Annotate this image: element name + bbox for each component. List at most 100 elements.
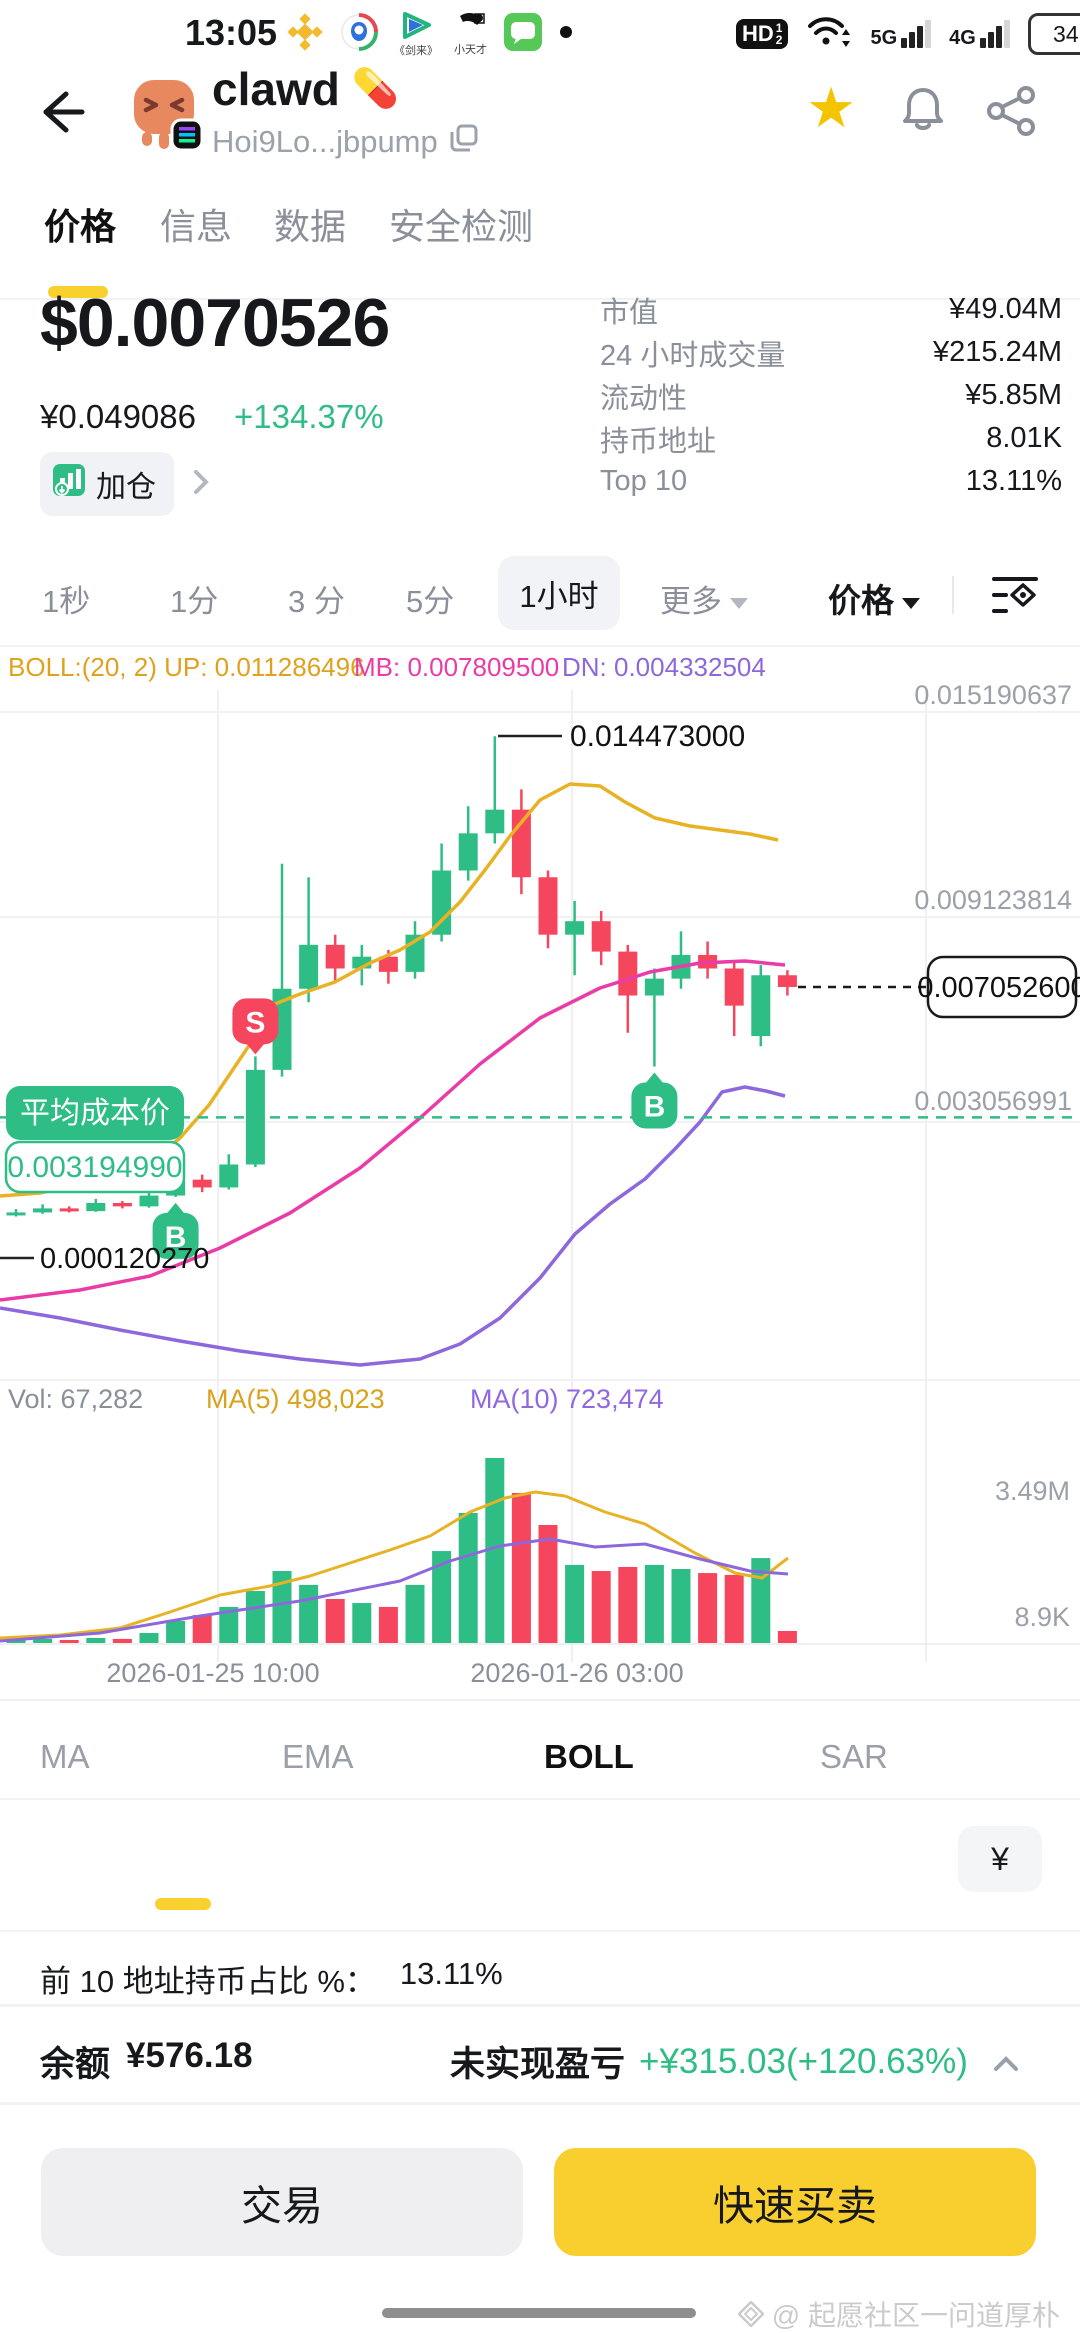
candle-body <box>192 1179 212 1188</box>
volume-bar <box>139 1633 159 1643</box>
volume-bar <box>112 1638 132 1643</box>
candle-body <box>644 978 664 996</box>
signal-5g-icon: 5G <box>870 20 932 49</box>
candle-body <box>352 956 372 969</box>
volume-bar <box>86 1638 106 1643</box>
tab-security[interactable]: 安全检测 <box>389 206 534 247</box>
timeframe-1m[interactable]: 1分 <box>170 584 219 619</box>
kline-chart[interactable]: S B B 平均成本价 0.003194990 0.014473000 0.0001… <box>0 660 1080 1705</box>
candle-body <box>219 1164 239 1188</box>
buy-marker-tail <box>644 1072 665 1085</box>
boll-middle-band-line <box>0 959 786 1302</box>
volume-bar <box>272 1571 292 1643</box>
volume-bar <box>751 1558 771 1643</box>
timeframe-1h-active[interactable]: 1小时 <box>498 556 620 630</box>
watermark-diamond-icon <box>737 2301 764 2327</box>
indicator-settings-icon[interactable] <box>990 572 1040 623</box>
axis-label-top: 0.015190637 <box>914 680 1072 710</box>
buy-marker <box>152 1212 199 1259</box>
stat-row-volume24h: 24 小时成交量 ¥215.24M <box>600 331 1062 374</box>
candle-body <box>112 1202 132 1207</box>
candle-body <box>565 921 585 935</box>
stat-value: 13.11% <box>965 465 1062 497</box>
candle-body <box>325 944 345 969</box>
candle-body <box>432 870 452 935</box>
start-price-label: 0.000120270 <box>40 1243 209 1275</box>
caret-down-icon <box>730 598 748 610</box>
volume-bar <box>671 1569 691 1643</box>
timeframe-more-dropdown[interactable]: 更多 <box>660 576 748 621</box>
more-label: 更多 <box>660 584 722 619</box>
quick-trade-button-label: 快速买卖 <box>713 2183 877 2229</box>
candle-body <box>378 956 398 972</box>
boll-up-value: BOLL:(20, 2) UP: 0.011286496 <box>8 652 365 682</box>
stat-label: Top 10 <box>600 465 688 497</box>
currency-symbol: ¥ <box>991 1840 1009 1877</box>
timeframe-5m[interactable]: 5分 <box>406 584 455 619</box>
buy-marker <box>631 1082 678 1129</box>
candle-body <box>751 975 771 1037</box>
chevron-right-icon[interactable] <box>190 467 212 502</box>
volume-bar <box>352 1603 372 1643</box>
video-app-label: 《剑来》 <box>394 45 438 57</box>
quick-trade-button[interactable]: 快速买卖 <box>554 2148 1036 2256</box>
candle-body <box>139 1195 159 1207</box>
price-mode-dropdown[interactable]: 价格 <box>828 574 920 622</box>
indicator-tab-ema[interactable]: EMA <box>282 1738 354 1775</box>
average-cost-label: 平均成本价 <box>20 1097 170 1130</box>
balance-value: ¥576.18 <box>126 2036 253 2075</box>
tab-data[interactable]: 数据 <box>274 206 347 247</box>
stat-row-liquidity: 流动性 ¥5.85M <box>600 374 1062 417</box>
candle-body <box>299 944 319 989</box>
sell-marker-tail <box>245 1042 266 1055</box>
solana-chain-badge <box>170 118 204 152</box>
indicator-tab-boll[interactable]: BOLL <box>544 1738 634 1775</box>
chevron-up-icon[interactable] <box>992 2042 1020 2082</box>
stat-value: ¥5.85M <box>965 379 1062 411</box>
volume-bar <box>698 1573 718 1643</box>
volume-bar <box>724 1574 744 1643</box>
top10-value: 13.11% <box>399 1956 503 1991</box>
token-address: Hoi9Lo...jbpump <box>212 124 438 159</box>
boll-lower-band-line <box>0 1085 786 1367</box>
tab-info[interactable]: 信息 <box>160 206 233 247</box>
buy-marker-tail <box>165 1202 186 1215</box>
binance-icon <box>286 12 324 56</box>
battery-level: 34 <box>1053 20 1079 47</box>
holder-section-divider <box>0 1930 1080 1932</box>
currency-toggle-button[interactable]: ¥ <box>958 1826 1042 1892</box>
status-time: 13:05 <box>185 12 278 53</box>
balance-label: 余额 <box>40 2045 111 2084</box>
time-axis-label-2: 2026-01-26 03:00 <box>470 1658 683 1688</box>
copy-icon[interactable] <box>448 122 480 162</box>
active-tab-underline <box>48 286 108 298</box>
tab-price[interactable]: 价格 <box>44 206 117 247</box>
timeframe-1s[interactable]: 1秒 <box>42 584 91 619</box>
volume-bar <box>618 1566 638 1643</box>
indicator-tab-sar[interactable]: SAR <box>820 1738 888 1775</box>
favorite-star-button[interactable]: ★ <box>806 76 857 139</box>
hd-badge-text: HD <box>742 21 774 46</box>
pnl-group[interactable]: 未实现盈亏 +¥315.03(+120.63%) <box>450 2036 1020 2087</box>
stats-block: 市值 ¥49.04M 24 小时成交量 ¥215.24M 流动性 ¥5.85M … <box>600 288 1062 503</box>
indicator-tabs-divider <box>0 1798 1080 1800</box>
sell-marker-letter: S <box>245 1006 265 1039</box>
volume-bar <box>565 1564 585 1643</box>
home-indicator[interactable] <box>382 2308 696 2318</box>
add-position-badge[interactable]: 加仓 <box>40 452 174 516</box>
indicator-tab-ma[interactable]: MA <box>40 1738 90 1775</box>
share-button[interactable] <box>986 86 1038 141</box>
candle-body <box>485 809 505 834</box>
message-app-icon <box>503 12 543 57</box>
trade-button[interactable]: 交易 <box>41 2148 523 2256</box>
volume-bar <box>591 1571 611 1643</box>
back-button[interactable] <box>32 84 88 145</box>
candle-body <box>59 1208 79 1212</box>
average-cost-value: 0.003194990 <box>7 1151 182 1184</box>
alert-bell-button[interactable] <box>898 84 948 141</box>
timeframe-3m[interactable]: 3 分 <box>288 584 345 619</box>
signal-5g-label: 5G <box>870 27 898 49</box>
current-price-box <box>926 955 1078 1019</box>
